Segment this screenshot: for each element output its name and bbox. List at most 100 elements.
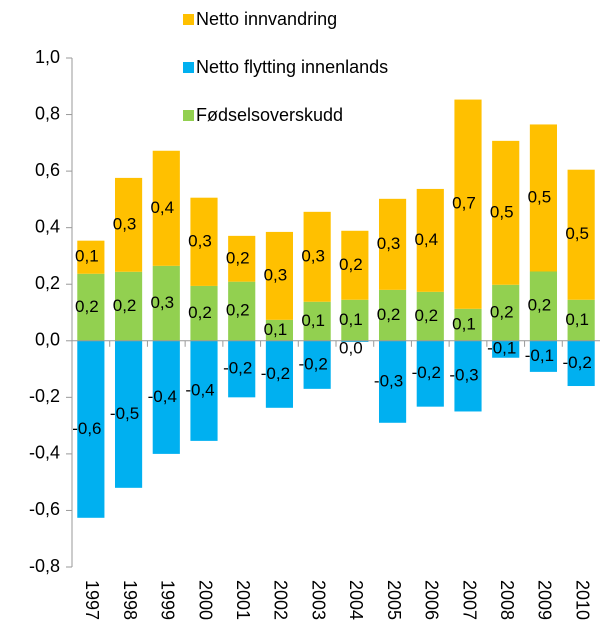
bar-segment <box>416 188 444 292</box>
bar-segment <box>152 265 180 341</box>
data-label: -0,5 <box>110 404 139 423</box>
bar-segment <box>567 340 595 387</box>
bar-segment <box>341 340 369 342</box>
bar-segment <box>416 340 444 407</box>
bar-segment <box>416 291 444 341</box>
data-label: 0,3 <box>301 246 325 265</box>
data-label: 0,4 <box>150 198 174 217</box>
data-label: -0,2 <box>412 363 441 382</box>
data-label: 0,1 <box>75 247 99 266</box>
legend-swatch <box>183 62 194 73</box>
bar-segment <box>378 198 407 290</box>
bar-segment <box>152 340 180 454</box>
bar-segment <box>228 281 256 341</box>
bar-segment <box>265 231 294 320</box>
y-tick-label: -0,2 <box>29 386 60 406</box>
data-label: 0,2 <box>339 255 363 274</box>
data-label: 0,2 <box>528 296 552 315</box>
legend-swatch <box>183 110 194 121</box>
bar-segment <box>190 340 218 441</box>
data-label: 0,2 <box>226 248 250 267</box>
x-tick-label: 2007 <box>459 580 479 620</box>
data-label: -0,3 <box>449 366 478 385</box>
bar-segment <box>492 284 520 341</box>
bar-segment <box>378 340 407 423</box>
y-tick-label: -0,6 <box>29 499 60 519</box>
data-label: 0,7 <box>452 194 476 213</box>
y-tick-label: 0,2 <box>35 273 60 293</box>
x-tick-label: 2009 <box>535 580 555 620</box>
data-label: -0,6 <box>72 419 101 438</box>
y-tick-label: 0,8 <box>35 103 60 123</box>
data-label: 0,3 <box>377 234 401 253</box>
bar-segment <box>303 211 331 302</box>
x-tick-label: 1998 <box>120 580 140 620</box>
x-tick-label: 2005 <box>384 580 404 620</box>
bar-segment <box>454 308 482 341</box>
data-label: 0,3 <box>113 214 137 233</box>
legend-label: Netto innvandring <box>196 9 337 29</box>
data-label: 0,0 <box>339 338 363 357</box>
y-tick-label: 1,0 <box>35 47 60 67</box>
data-label: 0,2 <box>414 306 438 325</box>
data-label: 0,5 <box>565 224 589 243</box>
x-tick-label: 1997 <box>82 580 102 620</box>
legend-label: Netto flytting innenlands <box>196 57 388 77</box>
data-label: 0,2 <box>490 302 514 321</box>
data-label: 0,5 <box>528 187 552 206</box>
data-label: 0,3 <box>264 265 288 284</box>
x-tick-label: 2003 <box>308 580 328 620</box>
bar-segment <box>190 197 218 286</box>
bar-segment <box>567 299 595 341</box>
data-label: -0,4 <box>185 380 214 399</box>
data-label: 0,3 <box>188 231 212 250</box>
data-label: -0,3 <box>374 371 403 390</box>
y-tick-label: -0,4 <box>29 443 60 463</box>
data-label: 0,4 <box>414 230 438 249</box>
bar-segment <box>190 285 218 341</box>
y-tick-label: 0,0 <box>35 330 60 350</box>
data-label: 0,1 <box>301 311 325 330</box>
bar-segment <box>529 271 558 341</box>
data-label: 0,1 <box>264 320 288 339</box>
data-label: 0,2 <box>188 303 212 322</box>
data-label: -0,2 <box>298 354 327 373</box>
data-label: -0,2 <box>223 359 252 378</box>
bar-segment <box>341 230 369 300</box>
bar-segment <box>303 301 331 341</box>
bar-segment <box>378 289 407 341</box>
data-label: 0,1 <box>452 314 476 333</box>
bar-segment <box>114 271 143 341</box>
bar-segment <box>114 177 143 272</box>
data-label: -0,1 <box>525 346 554 365</box>
x-tick-label: 2004 <box>346 580 366 620</box>
bar-segment <box>529 340 558 372</box>
data-label: -0,2 <box>562 353 591 372</box>
bar-segment <box>492 340 520 358</box>
data-label: 0,5 <box>490 202 514 221</box>
x-tick-label: 1999 <box>158 580 178 620</box>
bar-segment <box>77 273 105 341</box>
data-label: 0,2 <box>75 297 99 316</box>
data-label: 0,2 <box>113 296 137 315</box>
bar-segment <box>77 340 105 518</box>
data-label: -0,1 <box>487 338 516 357</box>
bar-segment <box>341 299 369 341</box>
data-label: 0,3 <box>150 293 174 312</box>
data-label: 0,2 <box>226 301 250 320</box>
bar-segment <box>228 235 256 282</box>
data-label: 0,2 <box>377 305 401 324</box>
x-tick-label: 2008 <box>497 580 517 620</box>
y-tick-label: 0,4 <box>35 216 60 236</box>
x-tick-label: 2000 <box>195 580 215 620</box>
bar-segment <box>303 340 331 389</box>
bar-segment <box>492 140 520 285</box>
x-tick-label: 2006 <box>422 580 442 620</box>
bar-segment <box>114 340 143 488</box>
x-tick-label: 2010 <box>572 580 592 620</box>
x-tick-label: 2001 <box>233 580 253 620</box>
bar-segment <box>228 340 256 398</box>
x-tick-label: 2002 <box>271 580 291 620</box>
bar-segment <box>77 240 105 274</box>
